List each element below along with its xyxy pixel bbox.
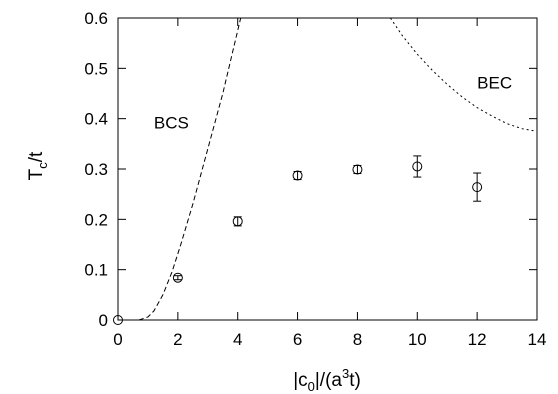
x-tick-label: 2 bbox=[173, 330, 182, 349]
data-point bbox=[113, 315, 123, 325]
y-tick-label: 0.3 bbox=[84, 160, 108, 179]
point-marker bbox=[232, 216, 243, 227]
annotations: BCS BEC bbox=[154, 73, 512, 132]
data-point bbox=[472, 172, 483, 202]
data-point bbox=[292, 170, 303, 181]
y-tick-label: 0.1 bbox=[84, 261, 108, 280]
data-point bbox=[232, 216, 243, 227]
y-tick-label: 0.4 bbox=[84, 110, 108, 129]
point-marker bbox=[472, 182, 483, 193]
y-tick-label: 0 bbox=[99, 311, 108, 330]
point-marker bbox=[172, 272, 183, 283]
x-tick-label: 4 bbox=[233, 330, 242, 349]
x-tick-label: 6 bbox=[293, 330, 302, 349]
y-tick-label: 0.5 bbox=[84, 59, 108, 78]
theory-curves bbox=[138, 18, 537, 320]
data-point bbox=[352, 164, 363, 175]
bec-dotted-curve bbox=[389, 18, 537, 132]
point-marker bbox=[412, 161, 423, 172]
x-tick-label: 10 bbox=[408, 330, 427, 349]
annotation-bec: BEC bbox=[477, 73, 512, 92]
data-point bbox=[172, 272, 183, 283]
point-marker bbox=[352, 164, 363, 175]
data-point bbox=[412, 155, 423, 178]
y-axis-label: Tc/t bbox=[26, 151, 50, 180]
x-tick-label: 14 bbox=[528, 330, 547, 349]
x-tick-label: 12 bbox=[468, 330, 487, 349]
x-tick-label: 0 bbox=[113, 330, 122, 349]
bcs-dashed-curve bbox=[138, 18, 242, 320]
axes bbox=[117, 17, 538, 321]
tick-labels: 0 2 4 6 8 10 12 14 0 0.1 0.2 0.3 0.4 0.5 0.6 bbox=[84, 9, 546, 349]
data-points bbox=[113, 155, 483, 325]
point-marker bbox=[113, 315, 123, 325]
y-tick-label: 0.2 bbox=[84, 210, 108, 229]
x-axis-label: |c0|/(a3t) bbox=[293, 366, 361, 394]
y-tick-label: 0.6 bbox=[84, 9, 108, 28]
x-tick-label: 8 bbox=[353, 330, 362, 349]
point-marker bbox=[292, 170, 303, 181]
annotation-bcs: BCS bbox=[154, 114, 189, 133]
